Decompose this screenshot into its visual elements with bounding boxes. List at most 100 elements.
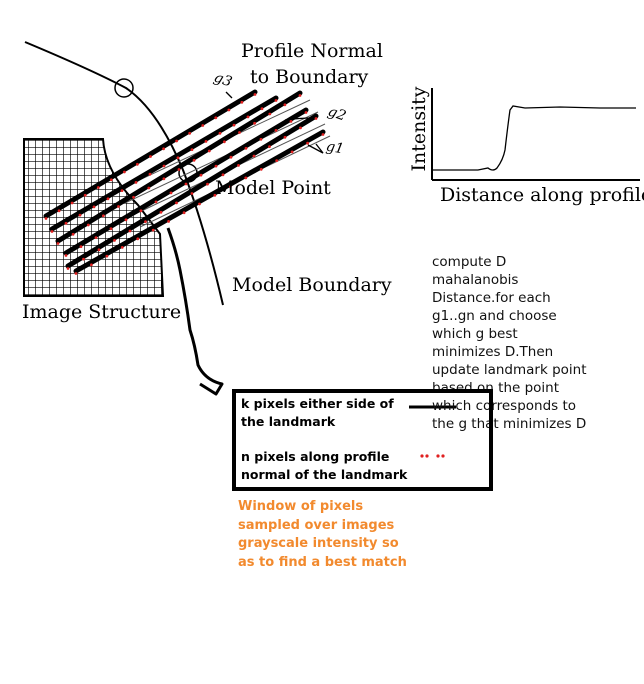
sample-dot: [139, 209, 143, 213]
sample-dot: [304, 111, 308, 114]
sample-dot: [50, 230, 54, 233]
note-line: g1..gn and choose: [432, 308, 557, 324]
sample-dot: [259, 167, 263, 171]
sample-dot: [252, 154, 256, 158]
sample-dot: [238, 131, 241, 134]
sample-dot: [117, 205, 120, 208]
intensity-chart: [431, 88, 640, 181]
sample-dot: [148, 172, 152, 176]
sample-dot: [109, 227, 113, 231]
caption-line: sampled over images: [238, 517, 395, 533]
sample-dot: [206, 182, 209, 186]
sample-dot: [227, 108, 231, 112]
sample-dot: [169, 191, 173, 195]
sample-dot: [96, 186, 100, 189]
sample-dot: [57, 209, 61, 213]
model-point-label: Model Point: [215, 177, 331, 199]
sample-dot: [290, 150, 294, 154]
sample-dot: [223, 140, 226, 144]
image-structure-label: Image Structure: [22, 301, 182, 323]
sample-dot: [275, 159, 279, 163]
legend-k-text-line1: k pixels either side of: [241, 396, 394, 411]
sample-dot: [132, 195, 136, 199]
sample-dot: [97, 248, 101, 252]
sample-dot: [162, 177, 166, 181]
sample-dot: [289, 120, 293, 123]
caption-line: Window of pixels: [238, 499, 364, 514]
sample-dot: [298, 94, 302, 97]
sample-dot: [207, 149, 211, 153]
sample-dot: [124, 218, 128, 222]
sample-dot: [268, 112, 272, 116]
sample-dot: [162, 164, 166, 168]
legend-n-text-line1: n pixels along profile: [241, 449, 390, 464]
sample-dot: [214, 164, 218, 168]
sample-dot: [94, 236, 98, 240]
sample-dot: [259, 137, 263, 141]
sample-dot: [56, 242, 60, 245]
sample-dot: [151, 228, 155, 232]
sample-dot: [162, 147, 166, 151]
sample-dot: [201, 124, 205, 127]
note-line: compute D: [432, 254, 507, 270]
sample-dot: [182, 211, 186, 215]
sample-dot: [90, 263, 93, 267]
legend-k-text-line2: the landmark: [241, 414, 336, 429]
sample-dot: [71, 232, 75, 236]
sample-dot: [299, 126, 302, 130]
sample-dot: [120, 246, 124, 249]
sample-dot: [260, 107, 264, 111]
caption-line: as to find a best match: [238, 554, 407, 570]
sample-dot: [64, 221, 68, 225]
sample-dot: [136, 162, 139, 166]
intensity-curve: [433, 105, 636, 171]
sample-dot: [314, 117, 318, 120]
sample-dot: [229, 185, 232, 189]
sample-dot: [74, 272, 78, 275]
sample-dot: [283, 103, 287, 107]
sample-dot: [167, 220, 171, 223]
note-line: which g best: [432, 326, 518, 342]
sample-dot: [198, 202, 201, 206]
sample-dot: [106, 197, 110, 201]
sample-dot: [306, 141, 309, 145]
sample-dot: [159, 210, 163, 214]
sample-dot: [283, 135, 287, 139]
note-line: minimizes D.Then: [432, 344, 554, 360]
sample-dot: [321, 133, 325, 136]
caption-line: grayscale intensity so: [238, 536, 399, 551]
sample-dot: [274, 99, 278, 102]
sample-dot: [147, 186, 151, 190]
sample-dot: [229, 155, 233, 159]
legend-n-dots: [420, 454, 445, 458]
sample-dot: [144, 220, 147, 224]
profile-normal-label-line2: to Boundary: [250, 66, 369, 88]
sample-dot: [175, 201, 178, 205]
sample-dot: [221, 173, 225, 177]
note-line: which corresponds to: [432, 398, 577, 414]
sample-dot: [190, 148, 194, 152]
note-line: mahalanobis: [432, 272, 519, 288]
model-point-circle-upper: [114, 78, 134, 98]
sample-dot: [92, 205, 96, 209]
profile-sample-lines: [43, 89, 326, 274]
sample-dots: [44, 93, 325, 275]
sample-dot: [113, 239, 116, 242]
sample-dot: [64, 254, 68, 257]
sample-dot: [78, 213, 82, 217]
profile-normal-label-line1: Profile Normal: [241, 40, 383, 62]
legend-n-text-line2: normal of the landmark: [241, 467, 408, 482]
sample-dot: [192, 158, 196, 162]
sample-dot: [237, 164, 240, 167]
sample-dot: [253, 93, 257, 96]
sample-dot: [176, 156, 180, 160]
sample-dot: [44, 217, 48, 220]
sample-dot: [109, 178, 113, 182]
sample-dot: [105, 254, 109, 258]
sample-dot: [253, 121, 256, 125]
sample-dot: [120, 189, 124, 193]
model-boundary-curve: [24, 41, 224, 306]
note-line: Distance.for each: [432, 290, 551, 306]
note-line: update landmark point: [432, 362, 587, 378]
